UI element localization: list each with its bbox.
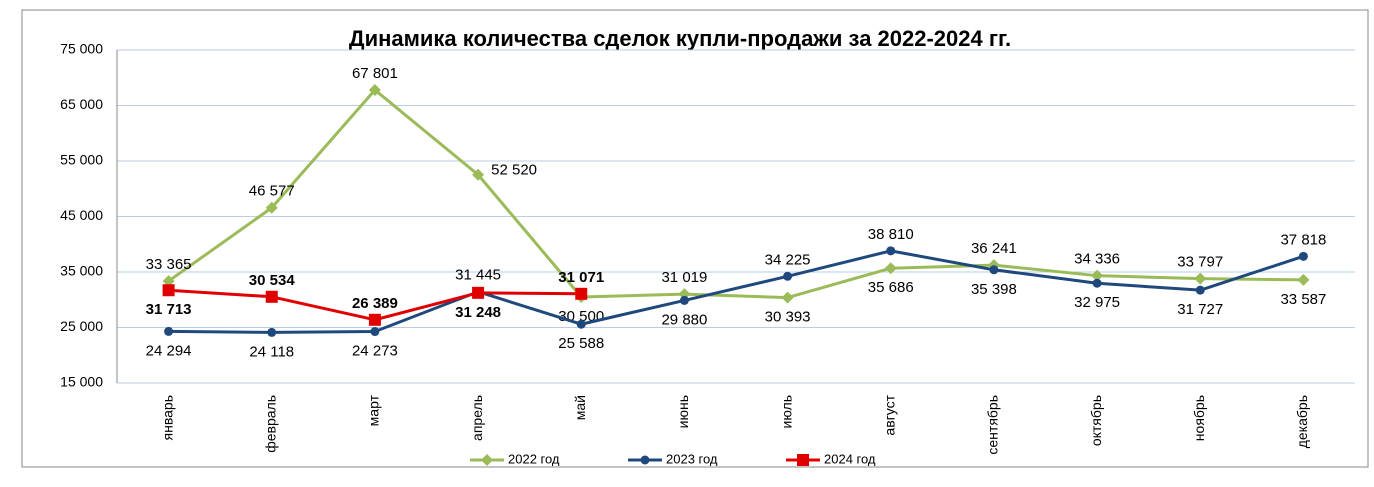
data-label: 35 686	[868, 279, 914, 296]
marker	[1194, 272, 1207, 285]
marker	[989, 265, 999, 275]
y-tick-label: 75 000	[60, 41, 103, 57]
data-label: 32 975	[1074, 294, 1120, 311]
data-label: 52 520	[491, 162, 537, 179]
data-label: 31 713	[146, 301, 192, 318]
marker	[265, 290, 278, 303]
marker	[576, 319, 586, 329]
data-label: 38 810	[868, 226, 914, 243]
data-label: 31 248	[455, 304, 501, 321]
data-label: 35 398	[971, 281, 1017, 298]
x-tick-label: июль	[778, 395, 794, 428]
data-label: 24 273	[352, 343, 398, 360]
legend-item: 2024 год	[786, 451, 876, 466]
chart-frame	[21, 9, 1369, 468]
data-label: 29 880	[661, 311, 707, 328]
marker	[797, 454, 809, 466]
data-label: 26 389	[352, 295, 398, 312]
marker	[1091, 269, 1104, 282]
data-label: 24 118	[249, 343, 294, 360]
legend-item: 2023 год	[628, 451, 718, 466]
y-tick-label: 55 000	[60, 152, 103, 168]
data-label: 33 365	[146, 256, 192, 273]
y-tick-label: 65 000	[60, 96, 103, 112]
data-label: 33 587	[1280, 291, 1326, 308]
marker	[679, 295, 689, 305]
marker	[162, 275, 175, 288]
legend-item: 2022 год	[470, 451, 560, 466]
x-tick-label: сентябрь	[985, 395, 1001, 455]
data-label: 24 294	[146, 342, 192, 359]
data-label: 25 588	[558, 335, 604, 352]
data-label: 67 801	[352, 65, 398, 82]
data-label: 34 225	[765, 251, 811, 268]
legend-label: 2024 год	[824, 451, 876, 466]
series-line	[167, 88, 1304, 300]
y-tick-label: 35 000	[60, 263, 103, 279]
data-label: 37 818	[1280, 231, 1326, 248]
marker	[164, 326, 174, 336]
marker	[1298, 251, 1308, 261]
marker	[640, 455, 650, 465]
marker	[472, 168, 485, 181]
marker	[884, 262, 897, 275]
x-tick-label: ноябрь	[1191, 395, 1207, 441]
data-label: 31 445	[455, 267, 501, 284]
series-line	[168, 249, 1304, 334]
data-label: 33 797	[1177, 254, 1223, 271]
chart-title: Динамика количества сделок купли-продажи…	[349, 26, 1011, 51]
data-label: 34 336	[1074, 251, 1120, 268]
marker	[370, 327, 380, 337]
marker	[368, 83, 381, 96]
marker	[368, 313, 381, 326]
marker	[1297, 273, 1310, 286]
legend-label: 2023 год	[666, 451, 718, 466]
marker	[481, 454, 493, 466]
marker	[886, 246, 896, 256]
marker	[267, 327, 277, 337]
y-tick-label: 25 000	[60, 318, 103, 334]
y-tick-label: 45 000	[60, 207, 103, 223]
x-tick-label: февраль	[262, 395, 278, 453]
data-label: 31 019	[661, 269, 707, 286]
marker	[783, 271, 793, 281]
marker	[575, 287, 588, 300]
x-tick-label: май	[572, 395, 588, 420]
x-tick-label: январь	[159, 395, 175, 440]
x-tick-label: март	[366, 394, 382, 426]
data-label: 30 534	[249, 272, 296, 289]
data-label: 31 071	[558, 269, 604, 286]
legend-label: 2022 год	[508, 451, 560, 466]
y-tick-label: 15 000	[60, 374, 103, 390]
marker	[162, 284, 175, 297]
data-label: 46 577	[249, 183, 295, 200]
marker	[265, 201, 278, 214]
marker	[1195, 285, 1205, 295]
marker	[472, 286, 485, 299]
x-tick-label: август	[881, 394, 897, 435]
x-tick-label: июнь	[675, 395, 691, 428]
data-label: 30 393	[765, 309, 811, 326]
marker	[1092, 278, 1102, 288]
data-label: 31 727	[1177, 301, 1223, 318]
x-tick-label: апрель	[469, 395, 485, 441]
data-label: 36 241	[971, 240, 1017, 257]
x-tick-label: октябрь	[1088, 395, 1104, 446]
x-tick-label: декабрь	[1294, 395, 1310, 448]
marker	[781, 291, 794, 304]
